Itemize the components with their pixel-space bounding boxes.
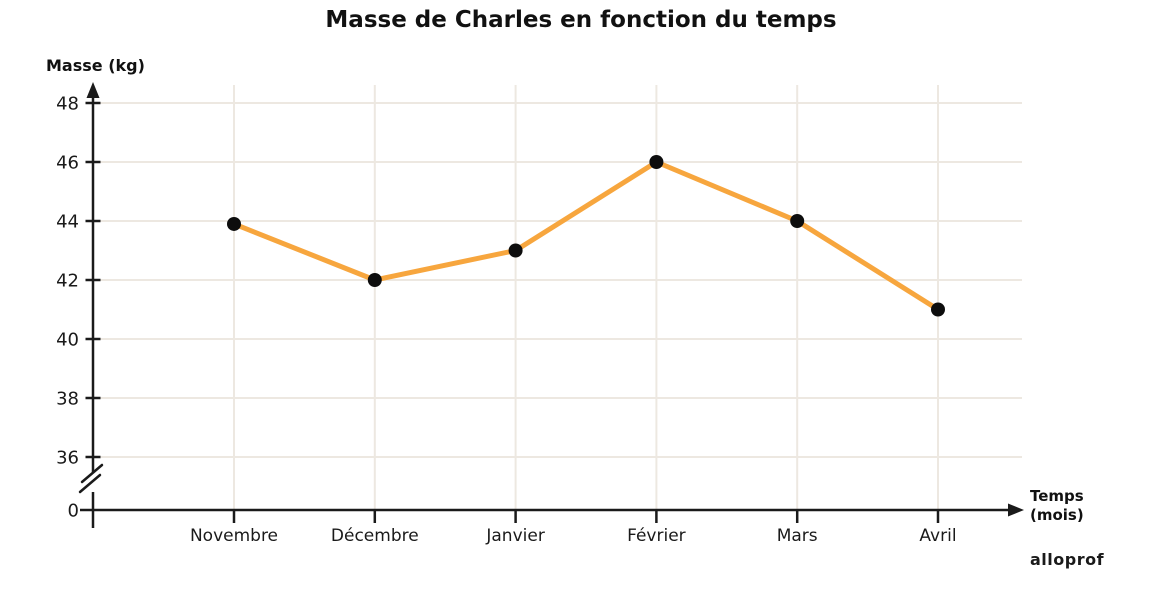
x-category-label: Février [627, 526, 686, 546]
watermark-alloprof: alloprof [1030, 550, 1105, 569]
data-point [367, 273, 382, 287]
data-point [508, 243, 523, 258]
y-origin-label: 0 [68, 501, 79, 522]
x-category-label: Avril [919, 526, 956, 546]
x-category-label: Décembre [331, 526, 419, 546]
axis-break-mark [78, 473, 102, 494]
x-category-label: Janvier [485, 526, 544, 546]
y-tick-label: 46 [56, 153, 79, 174]
y-tick-label: 38 [56, 389, 79, 410]
x-category-label: Mars [777, 526, 818, 546]
data-point [227, 216, 241, 231]
y-axis-arrow-icon [86, 82, 100, 98]
y-tick-label: 44 [56, 212, 79, 233]
x-axis-title-line1: Temps [1030, 487, 1084, 505]
y-tick-label: 48 [56, 94, 79, 115]
y-tick-label: 40 [56, 330, 79, 351]
y-tick-label: 36 [56, 448, 79, 469]
data-point [931, 302, 945, 317]
axis-break-mark [80, 463, 104, 484]
x-axis-title: Temps (mois) [1030, 487, 1084, 525]
data-point [790, 214, 805, 228]
y-tick-label: 42 [56, 271, 79, 292]
x-axis-title-line2: (mois) [1030, 506, 1084, 524]
data-line [231, 159, 941, 312]
x-axis-arrow-icon [1008, 503, 1024, 517]
x-category-label: Novembre [190, 526, 278, 546]
data-point [649, 155, 664, 169]
y-axis-title: Masse (kg) [46, 56, 145, 75]
chart-title: Masse de Charles en fonction du temps [325, 7, 837, 33]
